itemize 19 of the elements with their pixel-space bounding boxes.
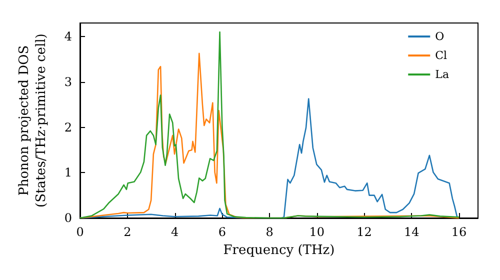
legend-label: O (435, 30, 444, 43)
x-tick-label: 14 (404, 225, 420, 239)
x-tick-label: 2 (124, 225, 132, 239)
y-tick-label: 2 (64, 120, 72, 134)
y-tick-label: 3 (64, 74, 72, 89)
y-tick-label: 1 (64, 166, 72, 180)
x-tick-label: 12 (356, 225, 372, 239)
x-tick-label: 0 (76, 225, 84, 239)
x-tick-label: 10 (309, 225, 325, 239)
x-tick-label: 8 (266, 225, 274, 239)
legend-label: Cl (435, 49, 448, 62)
x-axis-title: Frequency (THz) (223, 243, 335, 258)
y-axis-title: Phonon projected DOS (States/THz·primitive cell) (17, 33, 49, 208)
y-tick-label: 4 (64, 30, 72, 44)
y-tick-label: 0 (64, 211, 72, 225)
legend-label: La (435, 68, 450, 81)
x-tick-label: 4 (170, 225, 179, 239)
x-tick-label: 6 (218, 225, 226, 239)
x-tick-label: 16 (451, 225, 467, 239)
